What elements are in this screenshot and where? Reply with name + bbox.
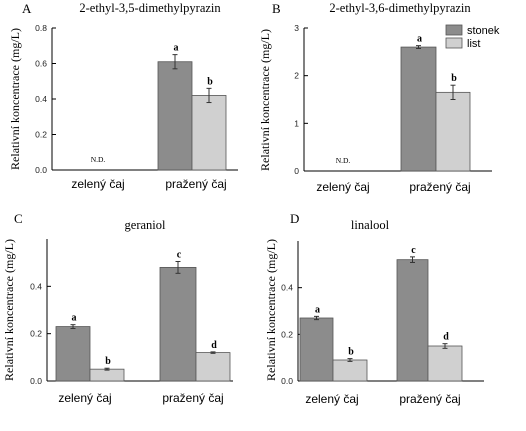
bar-list: [332, 359, 368, 382]
y-axis-label: Relativní koncentrace (mg/L): [264, 239, 278, 381]
y-axis-label: Relativní koncentrace (mg/L): [258, 29, 272, 171]
y-axis-label: Relativní koncentrace (mg/L): [8, 28, 22, 170]
bar-list: [191, 95, 227, 171]
panel-title: 2-ethyl-3,5-dimethylpyrazin: [79, 1, 221, 15]
nd-annotation: N.D.: [91, 155, 106, 164]
bar-list: [195, 352, 231, 382]
significance-letter: b: [105, 356, 111, 367]
y-tick-label: 3: [294, 23, 299, 33]
panel-a: A 2-ethyl-3,5-dimethylpyrazin Relativní ko…: [8, 1, 238, 191]
y-tick-label: 0.6: [35, 59, 47, 69]
bar-stonek: [55, 326, 91, 382]
bar-stonek: [159, 266, 197, 382]
significance-letter: a: [72, 313, 77, 324]
significance-letter: c: [411, 245, 416, 256]
nd-annotation: N.D.: [336, 156, 351, 165]
category-label: zelený čaj: [305, 392, 358, 406]
y-tick-label: 0.4: [35, 94, 47, 104]
significance-letter: c: [177, 249, 182, 260]
panel-letter: C: [14, 211, 23, 226]
category-label: pražený čaj: [409, 180, 470, 194]
y-tick-label: 0.2: [35, 130, 47, 140]
y-tick-label: 0: [294, 166, 299, 176]
y-tick-label: 0.0: [30, 376, 42, 386]
bar-stonek: [299, 317, 334, 382]
category-label: zelený čaj: [71, 177, 124, 191]
y-axis-label: Relativní koncentrace (mg/L): [2, 239, 16, 381]
bar-stonek: [400, 46, 437, 172]
significance-letter: a: [174, 43, 179, 54]
y-tick-label: 0.4: [281, 283, 293, 293]
significance-letter: d: [211, 340, 217, 351]
y-tick-label: 0.2: [30, 329, 42, 339]
y-tick-label: 2: [294, 71, 299, 81]
panel-title: linalool: [351, 218, 390, 232]
y-tick-label: 0.0: [35, 165, 47, 175]
category-label: zelený čaj: [316, 180, 369, 194]
category-label: pražený čaj: [165, 177, 226, 191]
legend-swatch-stonek: [445, 24, 463, 36]
panel-letter: A: [22, 1, 32, 16]
panel-letter: B: [272, 1, 281, 16]
bar-stonek: [396, 259, 429, 382]
y-tick-label: 0.4: [30, 281, 42, 291]
significance-letter: a: [417, 34, 422, 45]
panel-b: B 2-ethyl-3,6-dimethylpyrazin Relativní ko…: [258, 1, 492, 194]
y-tick-label: 0.2: [281, 329, 293, 339]
category-label: zelený čaj: [58, 391, 111, 405]
category-label: pražený čaj: [399, 392, 460, 406]
significance-letter: b: [451, 73, 457, 84]
significance-letter: d: [443, 332, 449, 343]
bar-list: [427, 345, 463, 382]
y-tick-label: 1: [294, 118, 299, 128]
bar-stonek: [157, 61, 193, 171]
panel-title: 2-ethyl-3,6-dimethylpyrazin: [329, 1, 471, 15]
bar-list: [435, 91, 471, 172]
panel-letter: D: [290, 211, 299, 226]
significance-letter: b: [348, 347, 354, 358]
panel-title: geraniol: [125, 218, 166, 232]
y-tick-label: 0.8: [35, 23, 47, 33]
legend-label-stonek: stonek: [467, 25, 500, 37]
category-label: pražený čaj: [162, 391, 223, 405]
legend-swatch-list: [445, 37, 463, 49]
legend-label-list: list: [467, 38, 480, 50]
significance-letter: a: [315, 304, 320, 315]
bar-list: [89, 368, 125, 382]
significance-letter: b: [207, 76, 213, 87]
y-tick-label: 0.0: [281, 376, 293, 386]
